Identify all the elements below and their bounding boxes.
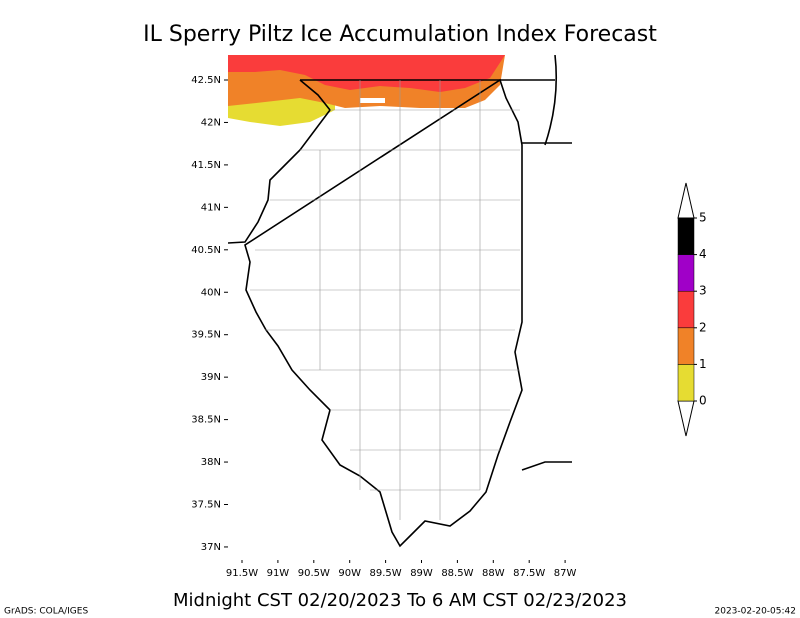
county-lines <box>250 80 520 520</box>
colorbar-segment <box>677 290 695 329</box>
lat-tick-label: 38N <box>201 457 221 468</box>
colorbar-label: 2 <box>699 320 707 334</box>
lon-tick-label: 91W <box>267 568 290 579</box>
lon-tick-label: 91.5W <box>226 568 258 579</box>
ice-red <box>228 55 505 92</box>
lat-tick-label: 40N <box>201 287 221 298</box>
lat-tick-label: 41.5N <box>191 160 221 171</box>
colorbar-segment <box>677 364 695 402</box>
lat-tick-label: 39.5N <box>191 330 221 341</box>
ice-gap <box>360 98 385 103</box>
colorbar-arrow-bottom <box>677 400 695 437</box>
lat-tick-label: 42.5N <box>191 75 221 86</box>
title: IL Sperry Piltz Ice Accumulation Index F… <box>143 22 657 47</box>
colorbar-arrow-top <box>677 182 695 219</box>
timestamp: 2023-02-20-05:42 <box>715 607 797 617</box>
colorbar-label: 3 <box>699 284 707 298</box>
lon-tick-label: 89W <box>410 568 433 579</box>
lon-tick-label: 89.5W <box>370 568 402 579</box>
map <box>228 55 572 548</box>
colorbar-segment <box>677 217 695 255</box>
borders <box>228 55 572 548</box>
colorbar-segment <box>677 327 695 365</box>
lon-tick-label: 88W <box>482 568 505 579</box>
lat-tick-label: 39N <box>201 372 221 383</box>
lon-tick-label: 90W <box>338 568 361 579</box>
colorbar-label: 5 <box>699 211 707 225</box>
lat-tick-label: 40.5N <box>191 245 221 256</box>
lon-tick-label: 88.5W <box>441 568 473 579</box>
colorbar-label: 1 <box>699 357 707 371</box>
lat-tick-label: 38.5N <box>191 415 221 426</box>
credit: GrADS: COLA/IGES <box>4 607 88 617</box>
subtitle: Midnight CST 02/20/2023 To 6 AM CST 02/2… <box>173 590 627 611</box>
lat-tick-label: 37.5N <box>191 500 221 511</box>
lon-tick-label: 87W <box>554 568 577 579</box>
lat-tick-label: 41N <box>201 202 221 213</box>
colorbar-label: 0 <box>699 394 707 408</box>
colorbar-label: 4 <box>699 247 707 261</box>
lon-tick-label: 87.5W <box>513 568 545 579</box>
lat-tick-label: 42N <box>201 117 221 128</box>
lon-tick-label: 90.5W <box>298 568 330 579</box>
lat-tick-label: 37N <box>201 542 221 553</box>
colorbar-segment <box>677 254 695 292</box>
